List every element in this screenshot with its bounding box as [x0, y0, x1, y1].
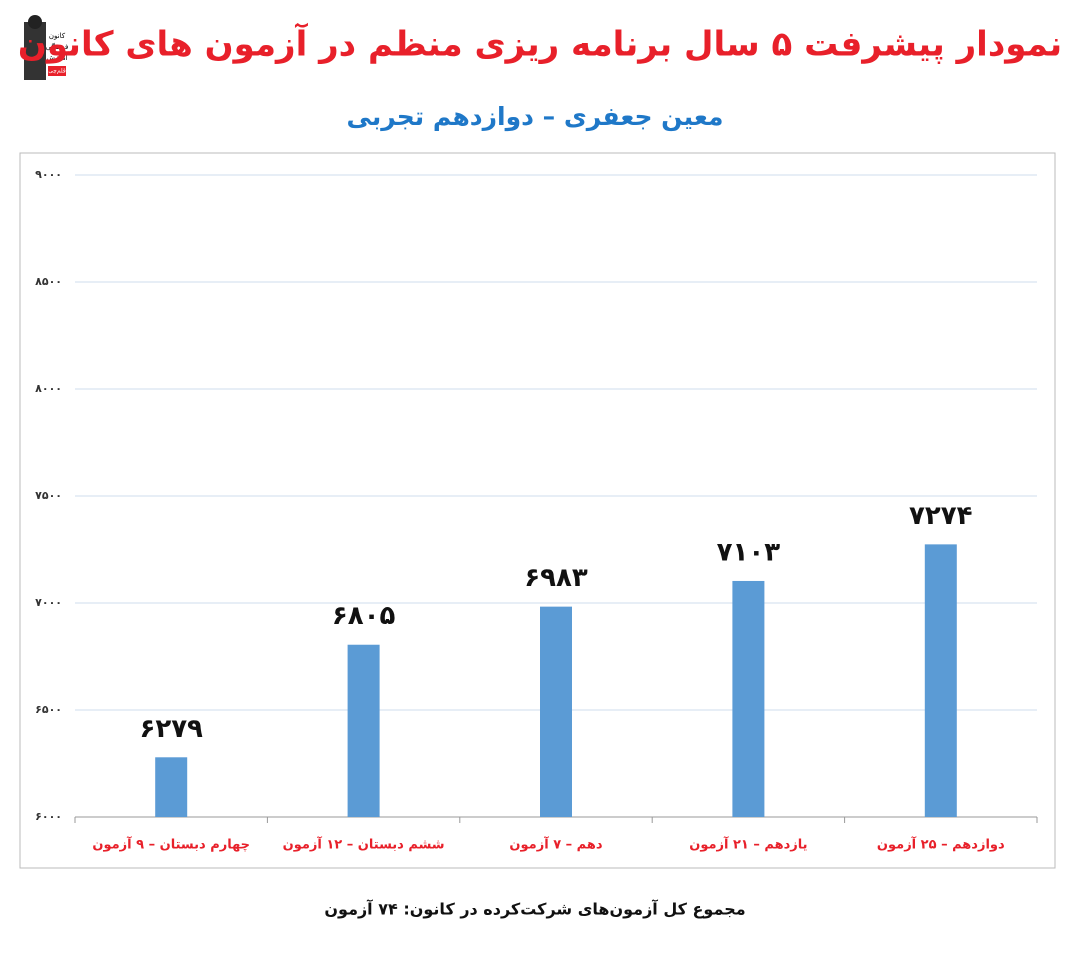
data-label: ۶۲۷۹ [139, 714, 203, 744]
data-label: ۷۱۰۳ [717, 537, 781, 567]
logo-text: آموزش [46, 53, 68, 62]
y-tick-label: ۷۰۰۰ [35, 596, 62, 609]
chart-title: نمودار پیشرفت ۵ سال برنامه ریزی منظم در … [18, 23, 1062, 65]
logo-figure [24, 22, 46, 80]
y-tick-label: ۶۵۰۰ [35, 703, 62, 716]
logo-text: قلم‌چی [48, 68, 66, 75]
x-tick-label: دوازدهم – ۲۵ آزمون [877, 836, 1005, 853]
x-tick-label: ششم دبستان – ۱۲ آزمون [283, 836, 445, 853]
logo-badge [48, 66, 66, 76]
data-label: ۶۹۸۳ [524, 563, 588, 593]
logo-text: کانون [49, 32, 66, 40]
y-tick-label: ۷۵۰۰ [35, 489, 62, 502]
data-label: ۶۸۰۵ [332, 601, 396, 631]
data-label: ۷۲۷۴ [909, 501, 972, 531]
logo-text: فرهنگی [46, 42, 69, 51]
x-tick-label: یازدهم – ۲۱ آزمون [689, 836, 807, 853]
logo-head [28, 15, 42, 29]
y-tick-label: ۸۰۰۰ [35, 382, 62, 395]
bar [155, 757, 188, 817]
footnote: مجموع کل آزمون‌های شرکت‌کرده در کانون: ۷… [324, 899, 745, 919]
y-tick-label: ۸۵۰۰ [35, 275, 62, 288]
bar [924, 544, 957, 817]
x-tick-label: دهم – ۷ آزمون [509, 836, 602, 853]
chart-frame [19, 152, 1056, 869]
y-tick-label: ۶۰۰۰ [35, 810, 62, 823]
y-tick-label: ۹۰۰۰ [35, 168, 62, 181]
logo: کانون فرهنگی آموزش قلم‌چی [24, 15, 69, 80]
chart-subtitle: معین جعفری – دوازدهم تجربی [347, 102, 724, 132]
x-tick-label: چهارم دبستان – ۹ آزمون [92, 836, 250, 853]
plot-area: ۶۰۰۰ ۶۵۰۰ ۷۰۰۰ ۷۵۰۰ ۸۰۰۰ ۸۵۰۰ ۹۰۰۰ چهارم دبستان… [35, 168, 1038, 853]
bar [732, 580, 765, 817]
bar [347, 644, 380, 817]
bar [540, 606, 572, 817]
